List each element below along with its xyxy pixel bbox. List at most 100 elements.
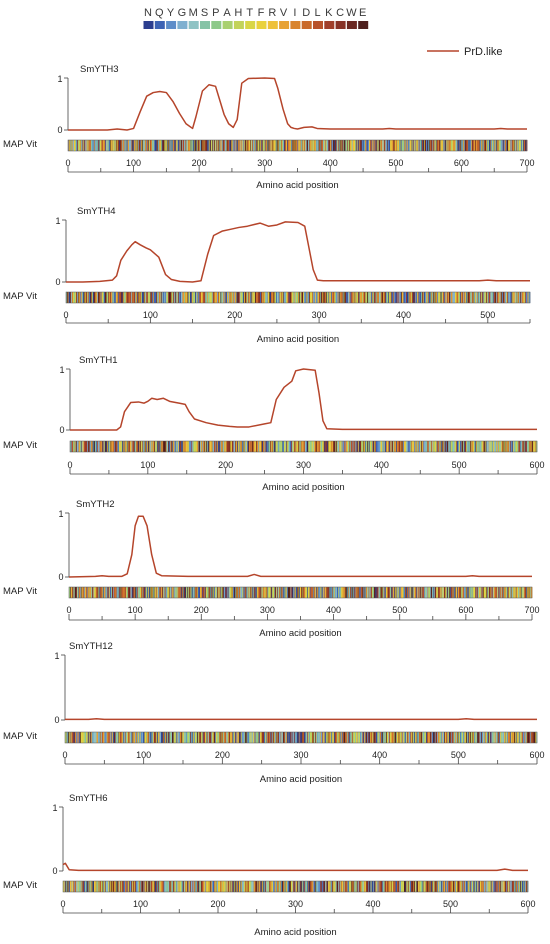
aa-letter-F: F <box>258 7 265 19</box>
aa-swatch-I <box>290 21 301 29</box>
aa-letter-P: P <box>212 7 219 19</box>
prd-like-curve <box>70 368 537 431</box>
aa-letter-V: V <box>280 7 288 19</box>
x-tick-label: 500 <box>392 605 407 615</box>
x-tick-label: 400 <box>365 899 380 909</box>
map-vit-bar <box>62 880 529 893</box>
x-tick-label: 200 <box>218 460 233 470</box>
aa-letter-W: W <box>346 7 357 19</box>
aa-swatch-P <box>211 21 222 29</box>
x-tick-label: 500 <box>480 310 495 320</box>
x-tick-label: 100 <box>140 460 155 470</box>
x-tick-label: 600 <box>529 460 544 470</box>
x-tick-label: 100 <box>133 899 148 909</box>
panel-name: SmYTH3 <box>80 64 119 75</box>
x-tick-label: 200 <box>227 310 242 320</box>
aa-letter-I: I <box>293 7 296 19</box>
x-tick-label: 500 <box>443 899 458 909</box>
prd-like-curve <box>62 862 528 872</box>
aa-letter-H: H <box>234 7 242 19</box>
x-tick-label: 100 <box>143 310 158 320</box>
map-vit-label: MAP Vit <box>3 731 37 742</box>
aa-swatch-W <box>346 21 357 29</box>
y-tick-label-0: 0 <box>59 425 64 435</box>
x-axis-label: Amino acid position <box>257 334 339 345</box>
x-tick-label: 100 <box>126 158 141 168</box>
aa-letter-R: R <box>268 7 276 19</box>
y-tick-label-1: 1 <box>54 651 59 661</box>
x-tick-label: 200 <box>210 899 225 909</box>
x-tick-label: 0 <box>60 899 65 909</box>
x-tick-label: 200 <box>194 605 209 615</box>
x-tick-label: 400 <box>396 310 411 320</box>
x-tick-label: 700 <box>524 605 539 615</box>
x-tick-label: 0 <box>67 460 72 470</box>
panel-name: SmYTH4 <box>77 206 116 217</box>
y-tick-label-1: 1 <box>52 803 57 813</box>
aa-swatch-M <box>188 21 199 29</box>
aa-swatch-S <box>200 21 210 29</box>
panel-smyth3: 1 0 SmYTH3 MAP Vit 0 100 200 300 400 500 600 700 Ami… <box>3 64 535 191</box>
prd-like-curve <box>68 77 527 131</box>
aa-swatch-G <box>177 21 188 29</box>
aa-letter-E: E <box>359 7 366 19</box>
aa-letter-K: K <box>325 7 333 19</box>
aa-letter-T: T <box>246 7 253 19</box>
panel-smyth2: 1 0 SmYTH2 MAP Vit 0 100 200 300 400 500 600 700 Ami… <box>3 499 540 639</box>
x-tick-label: 400 <box>323 158 338 168</box>
x-tick-label: 500 <box>452 460 467 470</box>
aa-swatch-K <box>324 21 335 29</box>
x-tick-label: 600 <box>529 750 544 760</box>
x-axis-label: Amino acid position <box>254 927 336 938</box>
aa-swatch-H <box>233 21 244 29</box>
map-vit-label: MAP Vit <box>3 586 37 597</box>
map-vit-label: MAP Vit <box>3 291 37 302</box>
y-tick-label-0: 0 <box>58 572 63 582</box>
map-vit-bar <box>68 586 533 599</box>
aa-swatch-N <box>143 21 154 29</box>
y-tick-label-0: 0 <box>54 715 59 725</box>
x-tick-label: 0 <box>63 310 68 320</box>
x-tick-label: 100 <box>136 750 151 760</box>
x-tick-label: 0 <box>66 605 71 615</box>
aa-letter-S: S <box>201 7 208 19</box>
aa-letter-A: A <box>223 7 231 19</box>
aa-swatch-Y <box>166 21 177 29</box>
panel-name: SmYTH2 <box>76 499 115 510</box>
x-tick-label: 500 <box>388 158 403 168</box>
x-tick-label: 400 <box>372 750 387 760</box>
x-tick-label: 200 <box>215 750 230 760</box>
x-tick-label: 600 <box>454 158 469 168</box>
panel-smyth1: 1 0 SmYTH1 MAP Vit 0 100 200 300 400 500 600 Amino … <box>3 355 545 493</box>
x-tick-label: 400 <box>326 605 341 615</box>
x-tick-label: 500 <box>451 750 466 760</box>
aa-letter-L: L <box>314 7 320 19</box>
y-tick-label-0: 0 <box>52 866 57 876</box>
aa-letter-Q: Q <box>155 7 164 19</box>
x-tick-label: 600 <box>458 605 473 615</box>
y-tick-label-0: 0 <box>55 277 60 287</box>
legend-label: PrD.like <box>464 46 503 58</box>
aa-swatch-L <box>313 21 323 29</box>
x-axis-label: Amino acid position <box>259 628 341 639</box>
map-vit-label: MAP Vit <box>3 139 37 150</box>
x-tick-label: 0 <box>62 750 67 760</box>
aa-letter-M: M <box>189 7 198 19</box>
panel-name: SmYTH1 <box>79 355 118 366</box>
panel-smyth6: 1 0 SmYTH6 MAP Vit 0 100 200 300 400 500 600 Amino … <box>3 793 536 938</box>
y-tick-label-1: 1 <box>57 74 62 84</box>
aa-swatch-R <box>267 21 278 29</box>
aa-swatch-D <box>301 21 312 29</box>
y-tick-label-1: 1 <box>58 509 63 519</box>
map-vit-label: MAP Vit <box>3 440 37 451</box>
prd-like-curve <box>66 221 530 283</box>
aa-swatch-C <box>335 21 346 29</box>
x-tick-label: 600 <box>520 899 535 909</box>
x-tick-label: 100 <box>128 605 143 615</box>
map-vit-bar <box>69 440 538 453</box>
aa-letter-Y: Y <box>167 7 175 19</box>
map-vit-bar <box>64 731 538 744</box>
panel-name: SmYTH6 <box>69 793 108 804</box>
x-tick-label: 200 <box>192 158 207 168</box>
